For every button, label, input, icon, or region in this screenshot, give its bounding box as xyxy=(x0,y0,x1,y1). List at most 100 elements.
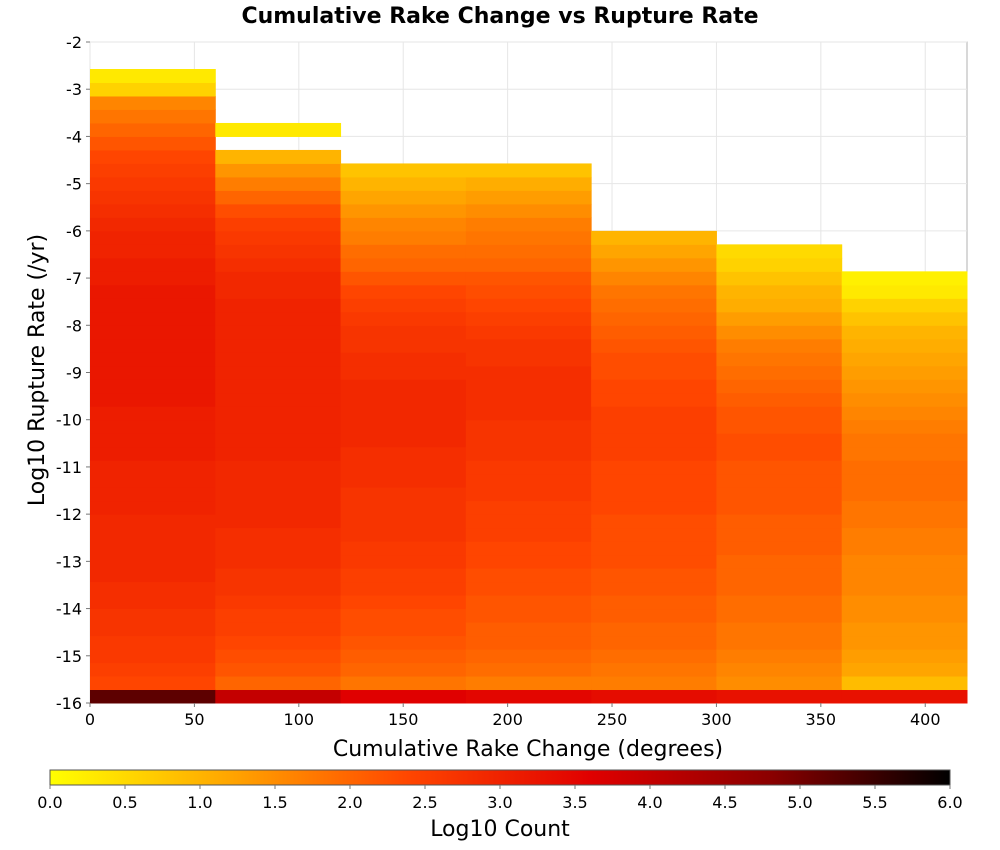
heatmap-cell xyxy=(591,473,717,488)
heatmap-cell xyxy=(90,82,216,97)
heatmap-cell xyxy=(841,487,968,502)
heatmap-cell xyxy=(591,271,717,286)
heatmap-cell xyxy=(591,635,717,650)
x-tick-label: 100 xyxy=(284,710,315,729)
heatmap-cell xyxy=(841,433,968,448)
heatmap-cell xyxy=(591,514,717,529)
heatmap-cell xyxy=(90,271,216,286)
y-tick-label: -10 xyxy=(56,411,82,430)
heatmap-cell xyxy=(841,500,968,515)
heatmap-cell xyxy=(340,608,467,623)
heatmap-cell xyxy=(340,230,467,245)
heatmap-cell xyxy=(215,568,342,583)
x-tick-label: 50 xyxy=(184,710,204,729)
heatmap-cell xyxy=(215,190,342,205)
heatmap-cell xyxy=(215,433,342,448)
heatmap-cell xyxy=(716,676,843,691)
heatmap-cell xyxy=(591,689,717,704)
heatmap-cell xyxy=(841,541,968,556)
heatmap-cell xyxy=(215,217,342,232)
heatmap-cell xyxy=(340,338,467,353)
colorbar-tick-label: 3.5 xyxy=(562,793,587,812)
heatmap-cell xyxy=(340,298,467,313)
heatmap-cell xyxy=(465,635,592,650)
heatmap-cell xyxy=(465,217,592,232)
heatmap-cell xyxy=(340,662,467,677)
heatmap-cell xyxy=(90,676,216,691)
heatmap-cell xyxy=(90,622,216,637)
heatmap-cell xyxy=(215,271,342,286)
heatmap-cells xyxy=(90,69,968,704)
heatmap-cell xyxy=(90,419,216,434)
heatmap-cell xyxy=(90,446,216,461)
heatmap-cell xyxy=(591,446,717,461)
heatmap-cell xyxy=(340,541,467,556)
heatmap-cell xyxy=(465,352,592,367)
heatmap-cell xyxy=(90,365,216,380)
heatmap-cell xyxy=(90,581,216,596)
heatmap-cell xyxy=(716,649,843,664)
heatmap-cell xyxy=(340,217,467,232)
heatmap-cell xyxy=(340,271,467,286)
heatmap-cell xyxy=(90,568,216,583)
heatmap-cell xyxy=(215,365,342,380)
heatmap-cell xyxy=(841,352,968,367)
heatmap-cell xyxy=(90,406,216,421)
y-tick-label: -15 xyxy=(56,647,82,666)
heatmap-cell xyxy=(340,622,467,637)
heatmap-cell xyxy=(716,662,843,677)
heatmap-cell xyxy=(841,649,968,664)
colorbar-tick-label: 0.0 xyxy=(37,793,62,812)
heatmap-cell xyxy=(465,622,592,637)
heatmap-cell xyxy=(215,298,342,313)
heatmap-cell xyxy=(215,311,342,326)
heatmap-cell xyxy=(340,406,467,421)
y-tick-label: -4 xyxy=(66,127,82,146)
colorbar-ticks: 0.0 0.5 1.0 1.5 2.0 2.5 3.0 3.5 4.0 4.5 5.0 5.5 6.0 xyxy=(37,785,963,812)
heatmap-cell xyxy=(716,500,843,515)
colorbar-tick-label: 1.5 xyxy=(262,793,287,812)
heatmap-cell xyxy=(591,257,717,272)
heatmap-cell xyxy=(90,149,216,164)
heatmap-cell xyxy=(716,352,843,367)
heatmap-cell xyxy=(215,419,342,434)
heatmap-cell xyxy=(591,230,717,245)
y-tick-label: -13 xyxy=(56,552,82,571)
heatmap-cell xyxy=(215,662,342,677)
heatmap-cell xyxy=(591,284,717,299)
heatmap-cell xyxy=(340,379,467,394)
heatmap-cell xyxy=(465,460,592,475)
heatmap-cell xyxy=(90,95,216,110)
heatmap-cell xyxy=(215,500,342,515)
heatmap-cell xyxy=(465,433,592,448)
heatmap-cell xyxy=(465,244,592,259)
heatmap-cell xyxy=(716,581,843,596)
heatmap-cell xyxy=(90,527,216,542)
heatmap-cell xyxy=(716,608,843,623)
heatmap-cell xyxy=(340,419,467,434)
heatmap-cell xyxy=(215,352,342,367)
heatmap-cell xyxy=(841,689,968,704)
heatmap-cell xyxy=(465,662,592,677)
heatmap-cell xyxy=(841,635,968,650)
heatmap-cell xyxy=(591,527,717,542)
heatmap-cell xyxy=(841,392,968,407)
heatmap-cell xyxy=(215,608,342,623)
heatmap-cell xyxy=(215,392,342,407)
heatmap-cell xyxy=(465,541,592,556)
heatmap-cell xyxy=(841,406,968,421)
heatmap-cell xyxy=(841,379,968,394)
heatmap-cell xyxy=(90,379,216,394)
heatmap-cell xyxy=(716,541,843,556)
heatmap-cell xyxy=(716,379,843,394)
heatmap-cell xyxy=(716,392,843,407)
colorbar-tick-label: 4.0 xyxy=(637,793,662,812)
heatmap-cell xyxy=(591,541,717,556)
heatmap-cell xyxy=(90,311,216,326)
heatmap-cell xyxy=(215,473,342,488)
heatmap-cell xyxy=(591,554,717,569)
heatmap-cell xyxy=(716,473,843,488)
heatmap-cell xyxy=(716,446,843,461)
y-tick-label: -9 xyxy=(66,364,82,383)
